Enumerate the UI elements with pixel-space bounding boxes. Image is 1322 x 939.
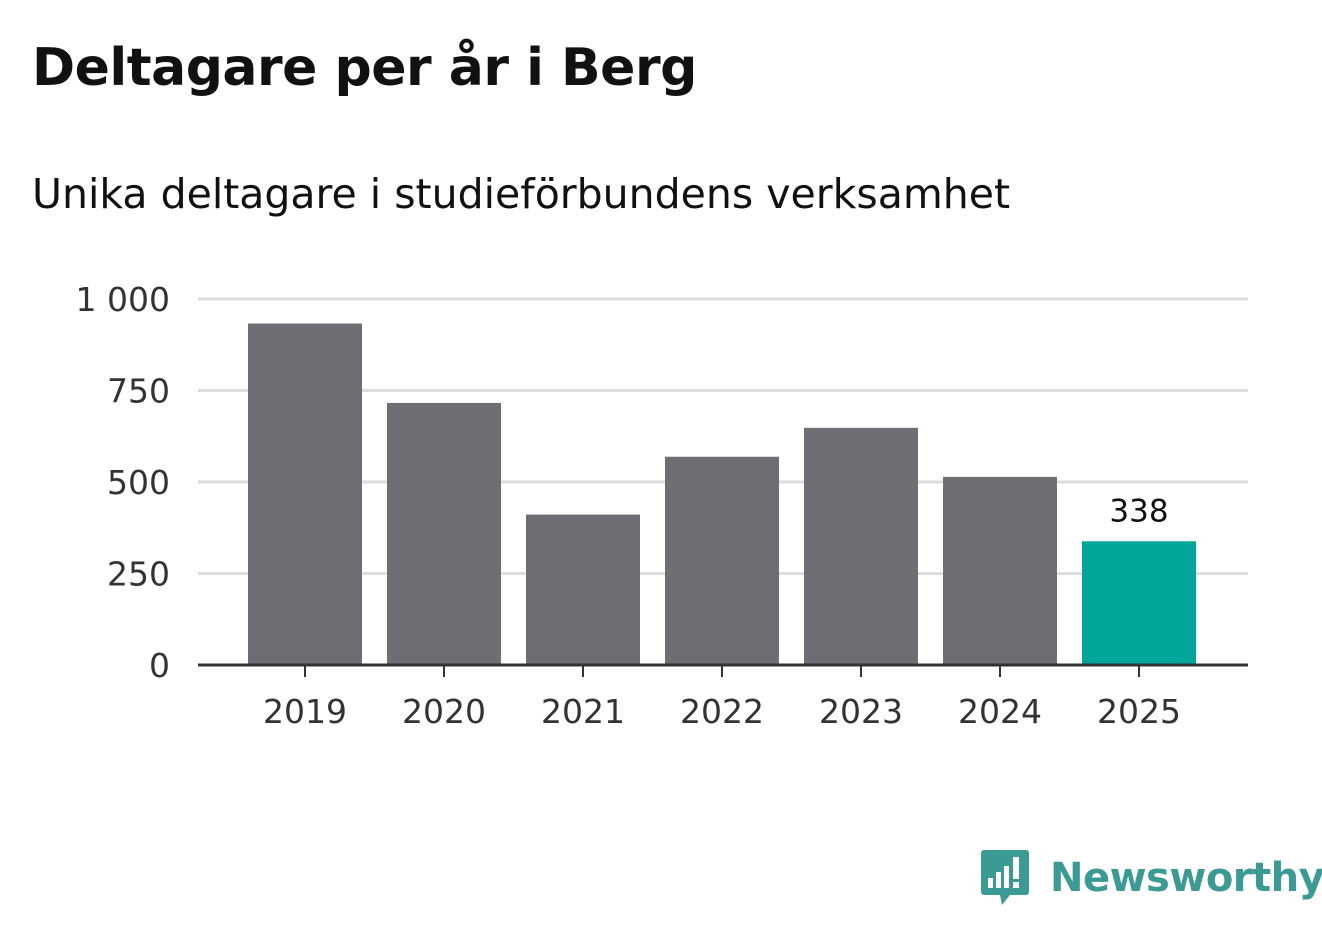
y-tick-label: 750 <box>107 372 170 411</box>
y-tick-label: 0 <box>149 646 170 685</box>
bar-2021 <box>526 514 640 665</box>
y-tick-label: 250 <box>107 555 170 594</box>
bars <box>248 323 1196 665</box>
y-tick-label: 500 <box>107 463 170 502</box>
x-tick-label: 2019 <box>263 692 347 731</box>
bar-2022 <box>665 456 779 665</box>
bar-2025 <box>1082 541 1196 665</box>
x-tick-label: 2020 <box>402 692 486 731</box>
chart-subtitle: Unika deltagare i studieförbundens verks… <box>32 170 1011 218</box>
labels: 0 250 500 750 1 000 2019 2020 2021 2022 2023 2024 2… <box>76 280 1181 731</box>
x-tick-label: 2023 <box>819 692 903 731</box>
data-label: 338 <box>1109 493 1168 529</box>
x-tick-label: 2025 <box>1097 692 1181 731</box>
bar-2024 <box>943 476 1057 665</box>
newsworthy-logo: Newsworthy <box>980 848 1322 908</box>
x-tick-label: 2024 <box>958 692 1042 731</box>
bar-2019 <box>248 323 362 665</box>
x-tick-label: 2021 <box>541 692 625 731</box>
x-tick-label: 2022 <box>680 692 764 731</box>
bar-2023 <box>804 427 918 665</box>
bar-2020 <box>387 402 501 665</box>
chart-title: Deltagare per år i Berg <box>32 38 697 98</box>
brand-name: Newsworthy <box>1050 855 1322 901</box>
x-axis <box>198 663 1248 677</box>
newsworthy-icon <box>981 850 1029 905</box>
y-tick-label: 1 000 <box>76 280 170 319</box>
